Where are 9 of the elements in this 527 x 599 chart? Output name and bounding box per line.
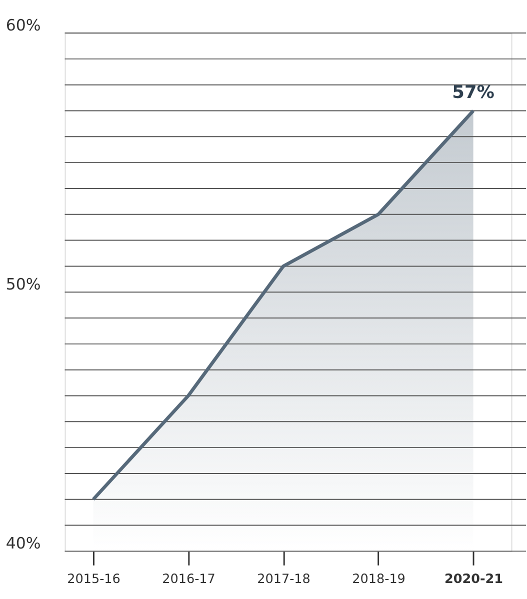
y-tick-label: 40%	[6, 534, 41, 553]
y-tick-label: 50%	[6, 274, 41, 294]
x-tick-label: 2015-16	[67, 572, 120, 588]
x-tick-label: 2018-19	[352, 572, 406, 588]
x-tick-label: 2020-21	[444, 572, 504, 588]
y-tick-label: 60%	[6, 16, 41, 35]
x-tick-label: 2016-17	[162, 572, 216, 588]
x-tick-label: 2017-18	[257, 572, 310, 588]
data-label: 57%	[452, 82, 495, 103]
